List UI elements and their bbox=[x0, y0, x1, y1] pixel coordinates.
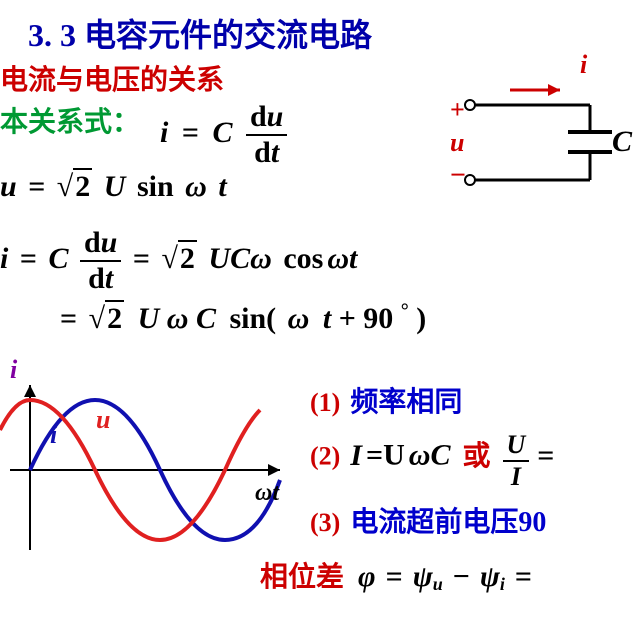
list2-wC: ωC bbox=[409, 439, 451, 472]
phase-eq: = bbox=[386, 560, 403, 593]
eq3-cos: cos bbox=[283, 242, 323, 275]
waveform-chart bbox=[0, 370, 300, 570]
eq1: i = C du dt bbox=[160, 100, 287, 170]
list2-or: 或 bbox=[463, 441, 491, 472]
phase-isub: i bbox=[500, 574, 505, 594]
eq4-close: ) bbox=[416, 302, 426, 335]
eq4-vars: U ω C bbox=[138, 302, 216, 335]
eq2-u: u bbox=[0, 170, 17, 203]
wave-i-top: i bbox=[10, 355, 17, 385]
subtitle: 电流与电压的关系 bbox=[0, 58, 224, 98]
phase-usub: u bbox=[433, 574, 443, 594]
eq2-sin: sin bbox=[137, 170, 174, 203]
list1-text: 频率相同 bbox=[350, 387, 462, 418]
eq1-du-d: d bbox=[250, 100, 267, 133]
eq4-deg: ° bbox=[401, 300, 409, 322]
list2-I: I bbox=[350, 439, 362, 472]
list-3: (3) 电流超前电压90 bbox=[310, 500, 546, 540]
wave-axis: ωt bbox=[255, 480, 279, 507]
phase-psiu: ψ bbox=[413, 560, 433, 593]
list-2: (2) I =U ωC 或 U I = bbox=[310, 430, 554, 492]
section-title: 3. 3 电容元件的交流电路 bbox=[28, 10, 372, 56]
list-1: (1) 频率相同 bbox=[310, 380, 462, 420]
list3-num: (3) bbox=[310, 508, 340, 537]
eq1-dt-d: d bbox=[254, 136, 271, 169]
basic-label: 本关系式： bbox=[0, 100, 140, 140]
circuit-minus: − bbox=[450, 160, 466, 192]
eq1-i: i bbox=[160, 116, 168, 149]
eq3-C: C bbox=[48, 242, 68, 275]
phase-minus: − bbox=[453, 560, 470, 593]
eq2: u = √2 U sin ω t bbox=[0, 170, 227, 204]
list2-frac-I: I bbox=[503, 462, 530, 492]
circuit-i: i bbox=[580, 50, 587, 80]
eq1-du-u: u bbox=[267, 100, 284, 133]
wave-u-label: u bbox=[96, 405, 110, 435]
eq3-UC: UC bbox=[208, 242, 250, 275]
phase-row: 相位差 φ = ψu − ψi = bbox=[260, 555, 538, 595]
eq3-i: i bbox=[0, 242, 8, 275]
eq3: i = C du dt = √2 UCω cosωt bbox=[0, 226, 357, 296]
phase-eq2: = bbox=[515, 560, 532, 593]
list3-text: 电流超前电压90 bbox=[350, 507, 546, 538]
circuit-c: C bbox=[612, 125, 632, 159]
circuit-plus: + bbox=[450, 95, 465, 125]
eq1-dt-t: t bbox=[271, 136, 279, 169]
list1-num: (1) bbox=[310, 388, 340, 417]
eq4-t: t bbox=[323, 302, 331, 335]
circuit-u: u bbox=[450, 128, 464, 158]
phase-phi: φ bbox=[358, 560, 376, 593]
eq4: = √2 U ω C sin( ω t + 90 ° ) bbox=[56, 300, 426, 336]
eq4-omega: ω bbox=[288, 302, 310, 335]
eq2-t: t bbox=[218, 170, 226, 203]
eq4-plus90: + 90 bbox=[339, 302, 394, 335]
eq3-t: t bbox=[349, 242, 357, 275]
eq2-root: 2 bbox=[73, 168, 92, 203]
list2-frac-U: U bbox=[503, 430, 530, 462]
eq2-U: U bbox=[104, 170, 126, 203]
eq4-root: 2 bbox=[105, 300, 124, 335]
eq3-omega2: ω bbox=[327, 242, 349, 275]
eq1-eq: = bbox=[182, 116, 199, 149]
eq4-sin: sin( bbox=[229, 302, 276, 335]
list2-num: (2) bbox=[310, 442, 340, 471]
phase-psii: ψ bbox=[480, 560, 500, 593]
list2-eqU: =U bbox=[366, 439, 405, 472]
eq3-omega: ω bbox=[250, 242, 272, 275]
circuit-diagram bbox=[440, 60, 640, 220]
eq2-omega: ω bbox=[185, 170, 207, 203]
eq1-C: C bbox=[212, 116, 232, 149]
phase-label: 相位差 bbox=[260, 562, 344, 593]
wave-i-label: i bbox=[50, 420, 57, 450]
eq3-root: 2 bbox=[178, 240, 197, 275]
